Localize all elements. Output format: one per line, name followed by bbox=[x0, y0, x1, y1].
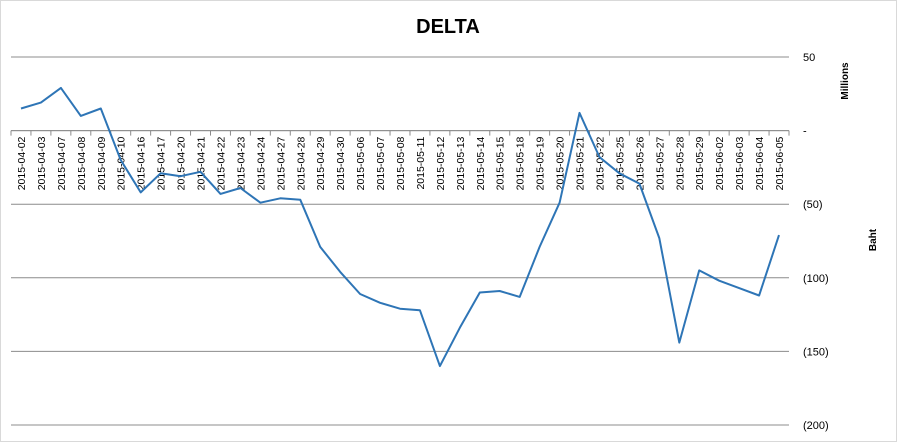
x-tick-label: 2015-05-27 bbox=[654, 136, 666, 190]
x-tick-label: 2015-05-18 bbox=[515, 136, 527, 190]
data-point bbox=[678, 342, 680, 344]
x-tick-label: 2015-04-02 bbox=[16, 136, 28, 190]
data-point bbox=[459, 327, 461, 329]
data-point bbox=[339, 271, 341, 273]
data-point bbox=[100, 108, 102, 110]
x-tick-label: 2015-04-03 bbox=[36, 136, 48, 190]
x-tick-label: 2015-04-07 bbox=[56, 136, 68, 190]
gridlines bbox=[11, 56, 789, 426]
data-points bbox=[20, 87, 780, 367]
data-point bbox=[60, 87, 62, 89]
series-line bbox=[20, 86, 780, 368]
x-tick-labels: 2015-04-02 2015-04-03 2015-04-07 2015-04-08… bbox=[16, 136, 786, 190]
data-point bbox=[379, 302, 381, 304]
x-tick-label: 2015-04-22 bbox=[215, 136, 227, 190]
x-tick-label: 2015-04-09 bbox=[96, 136, 108, 190]
data-point bbox=[180, 175, 182, 177]
x-tick-label: 2015-05-11 bbox=[415, 136, 427, 189]
data-point bbox=[519, 296, 521, 298]
y-tick-label: (50) bbox=[803, 199, 823, 211]
data-point bbox=[778, 234, 780, 236]
y-tick-label: (100) bbox=[803, 273, 829, 285]
x-tick-label: 2015-05-19 bbox=[535, 136, 547, 190]
x-tick-label: 2015-05-25 bbox=[614, 136, 626, 190]
x-tick-label: 2015-06-04 bbox=[754, 136, 766, 190]
data-point bbox=[579, 112, 581, 114]
data-point bbox=[738, 287, 740, 289]
x-tick-label: 2015-05-13 bbox=[455, 136, 467, 190]
category-axis bbox=[10, 130, 790, 136]
data-point bbox=[618, 172, 620, 174]
data-point bbox=[539, 246, 541, 248]
data-point bbox=[599, 156, 601, 158]
data-point bbox=[479, 292, 481, 294]
x-tick-label: 2015-05-29 bbox=[694, 136, 706, 190]
data-point bbox=[359, 293, 361, 295]
data-point bbox=[140, 191, 142, 193]
x-tick-label: 2015-04-24 bbox=[255, 136, 267, 190]
data-point bbox=[239, 187, 241, 189]
x-tick-label: 2015-04-21 bbox=[196, 136, 208, 190]
data-point bbox=[80, 115, 82, 117]
data-point bbox=[120, 159, 122, 161]
x-tick-label: 2015-04-30 bbox=[335, 136, 347, 190]
data-point bbox=[279, 197, 281, 199]
data-point bbox=[758, 295, 760, 297]
data-point bbox=[160, 172, 162, 174]
data-point bbox=[20, 108, 22, 110]
data-point bbox=[259, 202, 261, 204]
data-point bbox=[220, 193, 222, 195]
x-tick-label: 2015-05-15 bbox=[495, 136, 507, 190]
x-tick-label: 2015-05-07 bbox=[375, 136, 387, 190]
chart-title: DELTA bbox=[416, 16, 480, 38]
x-tick-label: 2015-06-02 bbox=[714, 136, 726, 190]
y-tick-label: 50 bbox=[803, 52, 815, 64]
x-tick-label: 2015-05-21 bbox=[575, 136, 587, 190]
data-point bbox=[40, 102, 42, 104]
data-point bbox=[319, 246, 321, 248]
data-point bbox=[399, 308, 401, 310]
y-tick-labels: 50 - (50) (100) (150) (200) bbox=[803, 52, 829, 432]
data-point bbox=[419, 309, 421, 311]
x-tick-label: 2015-05-12 bbox=[435, 136, 447, 190]
y-units-label: Millions bbox=[840, 62, 851, 100]
x-tick-label: 2015-04-08 bbox=[76, 136, 88, 190]
data-point bbox=[499, 290, 501, 292]
x-tick-label: 2015-05-20 bbox=[555, 136, 567, 190]
x-tick-label: 2015-04-29 bbox=[315, 136, 327, 190]
x-tick-label: 2015-04-28 bbox=[295, 136, 307, 190]
x-tick-label: 2015-04-16 bbox=[136, 136, 148, 190]
x-tick-label: 2015-04-20 bbox=[176, 136, 188, 190]
data-point bbox=[200, 171, 202, 173]
x-tick-label: 2015-05-26 bbox=[634, 136, 646, 190]
data-point bbox=[638, 183, 640, 185]
y-axis-title: Baht bbox=[868, 228, 879, 251]
y-tick-label: (150) bbox=[803, 346, 829, 358]
data-point bbox=[439, 365, 441, 367]
data-point bbox=[718, 280, 720, 282]
x-tick-label: 2015-06-03 bbox=[734, 136, 746, 190]
y-tick-label: - bbox=[803, 126, 807, 138]
data-point bbox=[698, 269, 700, 271]
y-tick-label: (200) bbox=[803, 420, 829, 432]
x-tick-label: 2015-04-27 bbox=[275, 136, 287, 190]
x-tick-label: 2015-05-22 bbox=[594, 136, 606, 190]
x-tick-label: 2015-04-23 bbox=[235, 136, 247, 190]
data-point bbox=[658, 237, 660, 239]
x-tick-label: 2015-05-06 bbox=[355, 136, 367, 190]
x-tick-label: 2015-06-05 bbox=[774, 136, 786, 190]
data-point bbox=[299, 199, 301, 201]
x-tick-label: 2015-05-14 bbox=[475, 136, 487, 190]
x-tick-label: 2015-05-08 bbox=[395, 136, 407, 190]
x-tick-label: 2015-05-28 bbox=[674, 136, 686, 190]
x-tick-label: 2015-04-17 bbox=[156, 136, 168, 190]
data-point bbox=[559, 202, 561, 204]
